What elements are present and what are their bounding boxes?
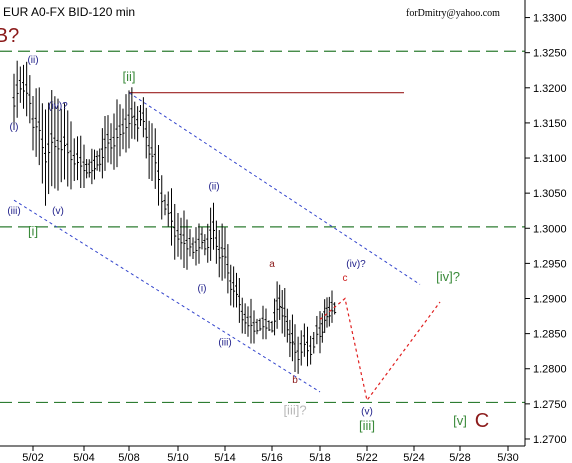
wave-label: c <box>343 273 348 284</box>
x-tick-label: 5/30 <box>497 452 518 463</box>
wave-label: (iv)? <box>48 101 68 112</box>
wave-label: [iii]? <box>283 402 306 417</box>
y-tick-label: 1.3300 <box>533 13 567 25</box>
wave-label: [iii] <box>359 418 375 433</box>
wave-label: (ii) <box>27 55 38 66</box>
y-tick-label: 1.2750 <box>533 399 567 411</box>
wave-label: (iii) <box>218 338 231 349</box>
wave-label: [i] <box>28 223 38 238</box>
wave-label: a <box>269 259 275 270</box>
wave-label: C <box>475 410 489 432</box>
y-tick-label: 1.3150 <box>533 118 567 130</box>
y-tick-label: 1.2850 <box>533 329 567 341</box>
support-resistance-levels <box>0 50 525 404</box>
y-tick-label: 1.2900 <box>533 294 567 306</box>
wave-label: (i) <box>10 122 19 133</box>
wave-label: (v) <box>52 206 64 217</box>
wave-label: b <box>292 375 298 386</box>
x-tick-label: 5/04 <box>73 452 94 463</box>
x-tick-label: 5/14 <box>214 452 235 463</box>
wave-label: (iv)? <box>346 259 366 270</box>
x-tick-label: 5/22 <box>356 452 377 463</box>
wave-label: B? <box>0 25 19 47</box>
wave-label: (iii) <box>7 206 20 217</box>
y-tick-label: 1.3000 <box>533 223 567 235</box>
chart-author: forDmitry@yahoo.com <box>406 8 500 19</box>
x-tick-label: 5/10 <box>167 452 188 463</box>
wave-label: [ii] <box>123 69 136 84</box>
x-tick-label: 5/16 <box>261 452 282 463</box>
y-tick-label: 1.3050 <box>533 188 567 200</box>
y-tick-label: 1.3200 <box>533 83 567 95</box>
wave-label: (i) <box>198 283 207 294</box>
wave-projection <box>319 297 441 402</box>
x-tick-label: 5/24 <box>403 452 424 463</box>
y-tick-label: 1.3250 <box>533 48 567 60</box>
price-channel <box>13 92 421 393</box>
price-bars <box>12 60 337 374</box>
x-tick-label: 5/08 <box>118 452 139 463</box>
wave-label: (ii) <box>208 182 219 193</box>
y-tick-label: 1.2700 <box>533 434 567 446</box>
wave-label: [v] <box>453 413 467 428</box>
channel-line <box>13 199 321 393</box>
y-tick-label: 1.3100 <box>533 153 567 165</box>
chart-instrument-title: EUR A0-FX BID-120 min <box>3 5 135 19</box>
wave-labels: B? (ii) [ii] (iv)? (i) (ii) (iii) (v) [i] (i) a (iv… <box>0 25 489 433</box>
x-tick-label: 5/18 <box>309 452 330 463</box>
y-tick-label: 1.2950 <box>533 258 567 270</box>
wave-label: (v) <box>361 406 373 417</box>
x-tick-label: 5/28 <box>449 452 470 463</box>
x-tick-label: 5/02 <box>22 452 43 463</box>
projection-path <box>319 297 441 402</box>
wave-label: [iv]? <box>436 269 460 284</box>
y-tick-label: 1.2800 <box>533 364 567 376</box>
channel-line <box>128 92 421 285</box>
